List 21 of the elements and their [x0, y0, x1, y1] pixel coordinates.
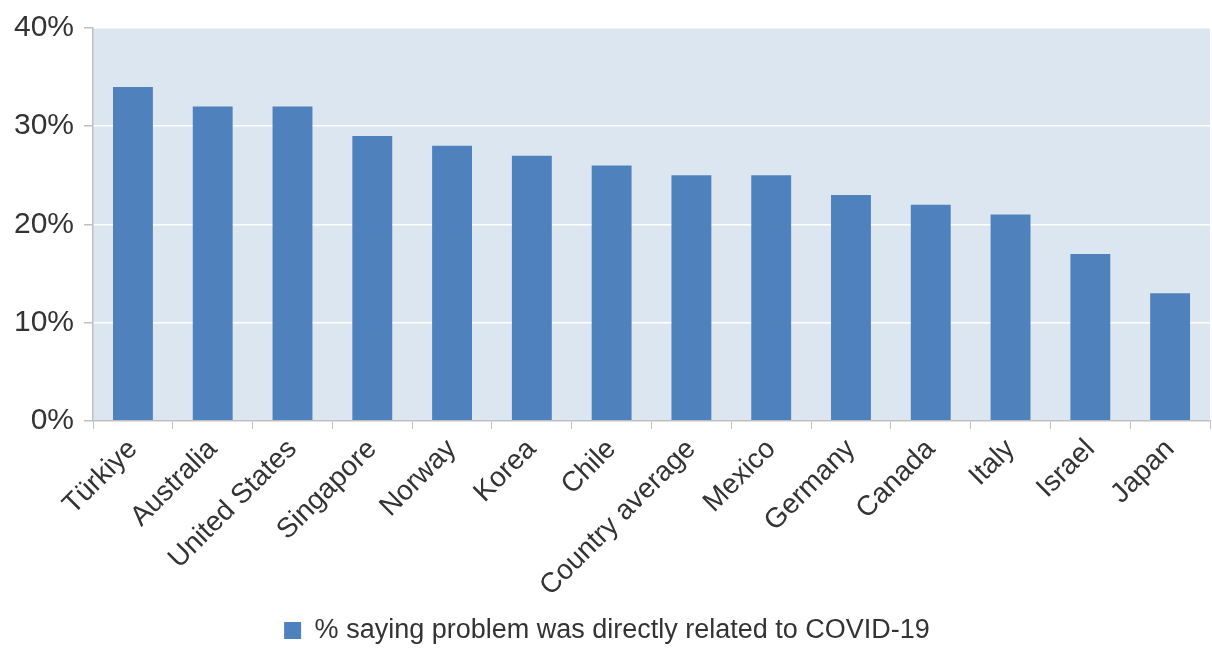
bar — [352, 136, 393, 421]
y-tick-label: 0% — [30, 402, 75, 436]
y-tick-label: 10% — [14, 303, 75, 337]
bar — [990, 214, 1031, 421]
y-tick-label: 40% — [14, 9, 75, 43]
bar — [910, 204, 951, 421]
bar — [831, 194, 871, 421]
y-tick-label: 30% — [14, 107, 75, 141]
y-tick-label: 20% — [14, 205, 75, 239]
bar — [671, 175, 712, 421]
bar — [511, 155, 552, 421]
x-tick-label: Italy — [962, 432, 1021, 491]
legend-label: % saying problem was directly related to COVID-19 — [314, 613, 930, 644]
bar — [751, 175, 792, 421]
bar — [1070, 253, 1111, 421]
bar — [591, 165, 632, 421]
bar — [272, 106, 313, 421]
bar — [112, 86, 153, 421]
bar — [192, 106, 233, 421]
bar — [432, 145, 473, 421]
bar — [1150, 293, 1191, 421]
